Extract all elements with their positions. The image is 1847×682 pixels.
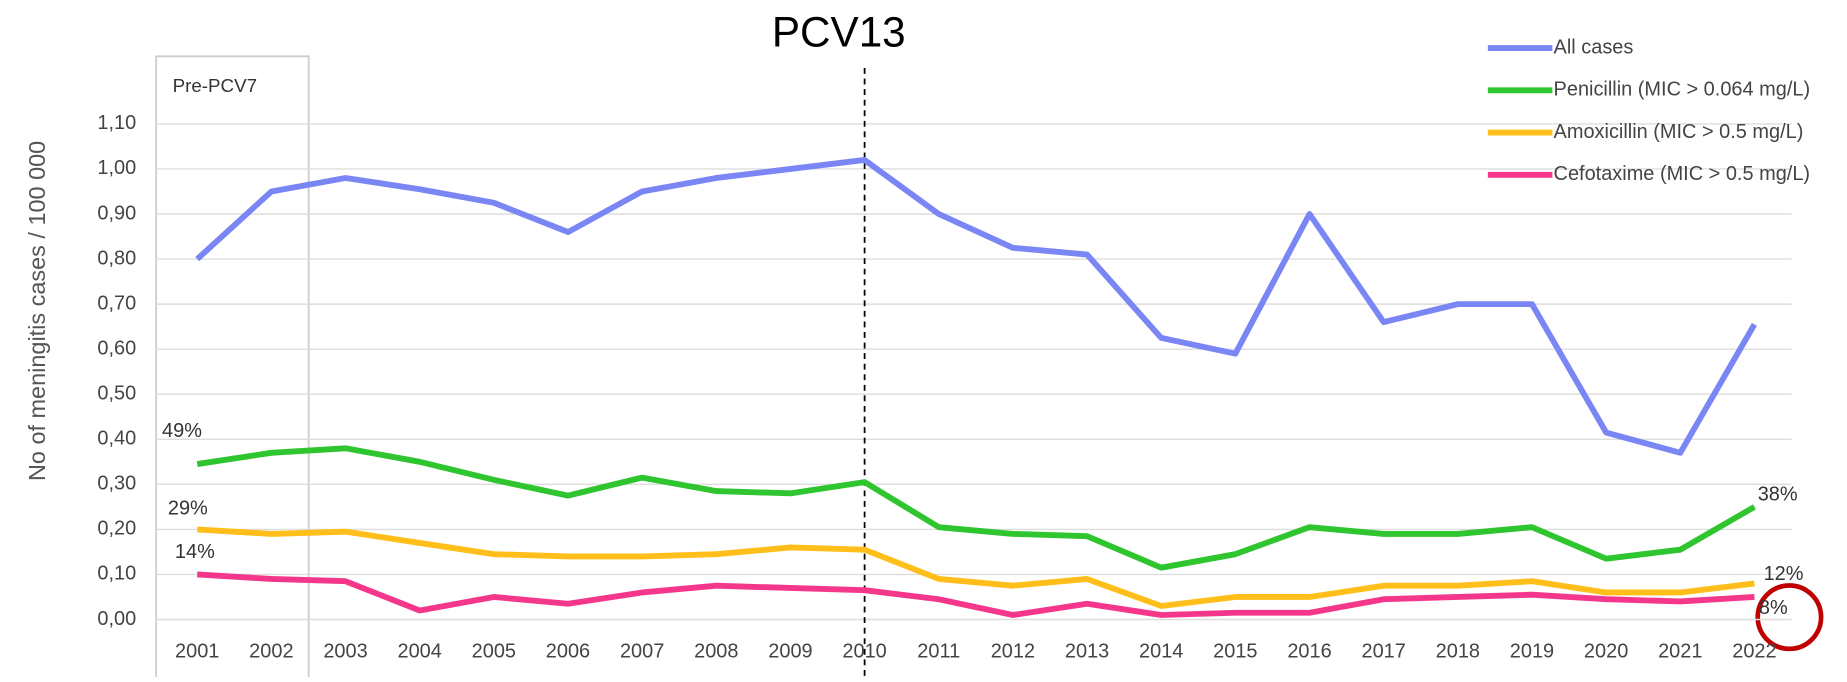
- y-tick-label: 0,20: [97, 518, 136, 540]
- y-tick-label: 1,00: [97, 157, 136, 179]
- y-tick-label: 0,90: [97, 202, 136, 224]
- x-tick-label: 2001: [175, 641, 219, 663]
- x-tick-label: 2019: [1510, 641, 1554, 663]
- x-tick-label: 2008: [694, 641, 738, 663]
- x-tick-label: 2014: [1139, 641, 1183, 663]
- x-tick-label: 2004: [398, 641, 442, 663]
- x-tick-label: 2007: [620, 641, 664, 663]
- y-tick-label: 0,50: [97, 382, 136, 404]
- annotation: 38%: [1758, 483, 1798, 505]
- annotation: 12%: [1764, 563, 1804, 585]
- x-tick-label: 2016: [1287, 641, 1331, 663]
- x-tick-label: 2005: [472, 641, 516, 663]
- x-tick-label: 2022: [1732, 641, 1776, 663]
- x-tick-label: 2011: [917, 641, 960, 663]
- y-tick-label: 0,40: [97, 428, 136, 450]
- x-tick-label: 2020: [1584, 641, 1628, 663]
- region-label: Pre-PCV7: [173, 75, 257, 96]
- x-tick-label: 2013: [1065, 641, 1109, 663]
- x-tick-label: 2017: [1361, 641, 1405, 663]
- x-tick-label: 2006: [546, 641, 590, 663]
- highlight-circle: [1755, 583, 1824, 652]
- x-tick-label: 2009: [768, 641, 812, 663]
- annotation: 14%: [175, 541, 215, 563]
- legend-label: Penicillin (MIC > 0.064 mg/L): [1554, 79, 1811, 101]
- y-tick-label: 0,00: [97, 608, 136, 630]
- series-line: [197, 571, 1755, 618]
- x-tick-label: 2012: [991, 641, 1035, 663]
- legend-label: Amoxicillin (MIC > 0.5 mg/L): [1554, 121, 1804, 143]
- y-tick-label: 0,80: [97, 247, 136, 269]
- series-line: [197, 526, 1755, 609]
- y-tick-label: 0,70: [97, 292, 136, 314]
- legend-label: Cefotaxime (MIC > 0.5 mg/L): [1554, 163, 1811, 185]
- x-tick-label: 2021: [1658, 641, 1702, 663]
- annotation: 49%: [162, 420, 202, 442]
- x-tick-label: 2018: [1436, 641, 1480, 663]
- y-tick-label: 0,60: [97, 337, 136, 359]
- y-tick-label: 0,30: [97, 473, 136, 495]
- annotation: 29%: [168, 497, 208, 519]
- x-tick-label: 2002: [249, 641, 293, 663]
- annotation: 8%: [1759, 597, 1788, 619]
- vline-label: PCV13: [772, 8, 906, 55]
- x-tick-label: 2003: [323, 641, 367, 663]
- y-axis-label: No of meningitis cases / 100 000: [24, 141, 50, 481]
- x-tick-label: 2015: [1213, 641, 1257, 663]
- y-tick-label: 1,10: [97, 112, 136, 134]
- y-tick-label: 0,10: [97, 563, 136, 585]
- series-line: [196, 445, 1756, 571]
- pre-pcv7-box: [155, 55, 310, 682]
- series-line: [195, 157, 1757, 456]
- legend-label: All cases: [1554, 36, 1634, 58]
